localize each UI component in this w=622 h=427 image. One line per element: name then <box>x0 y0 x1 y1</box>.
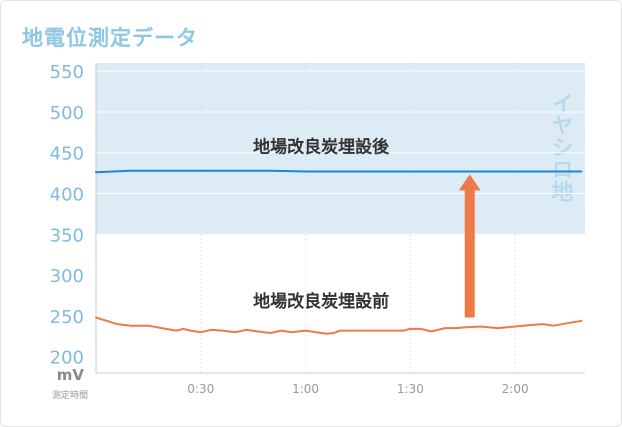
y-tick-label: 500 <box>50 103 84 124</box>
x-tick-label: 1:00 <box>292 382 319 396</box>
arrow-shaft <box>464 188 475 318</box>
series-line-before <box>95 316 583 335</box>
x-axis-label: 測定時間 <box>52 389 88 401</box>
label-after: 地場改良炭埋設後 <box>253 137 390 158</box>
y-tick-label: 350 <box>50 225 84 246</box>
x-tick-label: 0:30 <box>187 382 214 396</box>
iyashiro-band <box>96 63 585 235</box>
x-tick-label: 2:00 <box>502 382 529 396</box>
series-line-after <box>95 169 583 174</box>
improvement-arrow <box>458 174 481 318</box>
y-tick-label: 200 <box>50 348 84 369</box>
band-label: イヤシロ地 <box>548 92 574 202</box>
arrow-head <box>458 174 481 191</box>
chart-title: 地電位測定データ <box>22 26 198 50</box>
x-tick-label: 1:30 <box>397 382 424 396</box>
y-tick-label: 400 <box>50 185 84 206</box>
y-tick-label: 250 <box>50 307 84 328</box>
y-tick-label: 300 <box>50 266 84 287</box>
y-axis-label: mV <box>57 366 85 384</box>
label-before: 地場改良炭埋設前 <box>253 291 389 312</box>
y-tick-label: 550 <box>50 62 84 83</box>
y-tick-label: 450 <box>50 144 84 165</box>
